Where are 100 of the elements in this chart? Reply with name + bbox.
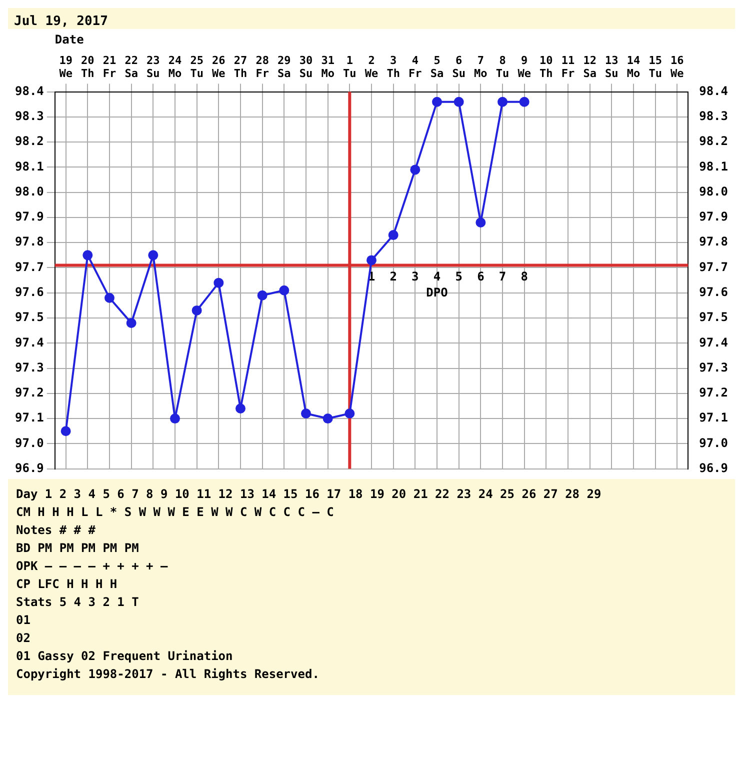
y2-tick-label: 98.4 xyxy=(699,84,728,98)
y-tick-label: 96.9 xyxy=(14,460,44,475)
point xyxy=(104,292,114,303)
y-tick-label: 98.0 xyxy=(14,184,44,198)
y2-tick-label: 97.1 xyxy=(699,410,728,425)
x-tick-label: 8 Tu xyxy=(496,54,510,80)
x-tick-label: 4 Fr xyxy=(408,54,422,80)
point xyxy=(126,318,136,328)
point xyxy=(235,403,246,414)
text: Day 1 2 3 4 5 6 7 8 9 10 11 12 13 14 15 16 17 18 19 20 21 22 23 24 25 26 27 28 29 xyxy=(16,486,602,503)
point xyxy=(410,164,420,175)
y2-tick-label: 98.1 xyxy=(699,159,728,174)
y2-tick-label: 97.6 xyxy=(699,284,728,299)
annotation: 7 xyxy=(498,269,506,284)
y-tick-label: 97.5 xyxy=(14,310,44,324)
point xyxy=(344,408,355,419)
point xyxy=(148,250,158,260)
y2-tick-label: 97.8 xyxy=(699,234,728,249)
y-tick-label: 97.4 xyxy=(14,335,44,350)
x-tick-label: 6 Su xyxy=(452,54,466,80)
text: Copyright 1998-2017 - All Rights Reserved. xyxy=(16,666,320,683)
x-tick-label: 28 Fr xyxy=(256,54,270,80)
y-tick-label: 97.7 xyxy=(14,260,44,274)
x-tick-label: 5 Sa xyxy=(430,54,444,80)
x-tick-label: 26 We xyxy=(212,54,226,80)
annotation: 6 xyxy=(477,269,484,284)
point xyxy=(432,96,442,107)
point xyxy=(257,290,268,300)
y-tick-label: 97.3 xyxy=(14,360,44,374)
x-tick-label: 14 Mo xyxy=(626,54,641,80)
y2-tick-label: 97.7 xyxy=(699,260,728,274)
point xyxy=(279,285,290,296)
point xyxy=(322,414,333,424)
x-tick-label: 9 We xyxy=(518,54,532,80)
x-tick-label: 23 Su xyxy=(146,54,160,80)
text: CP LFC H H H H xyxy=(16,576,118,593)
x-tick-label: 13 Su xyxy=(605,54,618,80)
y2-tick-label: 97.9 xyxy=(699,210,728,224)
y2-tick-label: 97.0 xyxy=(699,436,728,450)
x-tick-label: 12 Sa xyxy=(583,54,596,80)
text: CM H H H L L * S W W W E E W W C W C C C – C xyxy=(16,504,335,521)
x-tick-label: 20 Th xyxy=(81,54,94,80)
y2-tick-label: 97.2 xyxy=(699,386,728,400)
x-tick-label: 7 Mo xyxy=(474,54,488,80)
x-tick-label: 22 Sa xyxy=(124,54,138,80)
point xyxy=(498,96,508,107)
annotation: DPO xyxy=(426,285,448,300)
annotation: 3 xyxy=(412,269,419,284)
point xyxy=(192,305,202,316)
text: 01 Gassy 02 Frequent Urination xyxy=(16,648,234,665)
annotation: 2 xyxy=(390,269,397,284)
x-tick-label: 1 Tu xyxy=(343,54,356,80)
x-tick-label: 19 We xyxy=(59,54,73,80)
point xyxy=(300,408,311,419)
x-tick-label: 11 Fr xyxy=(561,54,576,80)
text: 01 xyxy=(16,612,32,629)
y-tick-label: 98.2 xyxy=(14,134,44,148)
point xyxy=(82,250,93,260)
annotation: 8 xyxy=(520,269,528,284)
annotation: 5 xyxy=(455,269,462,284)
x-tick-label: 29 Sa xyxy=(278,54,291,80)
point xyxy=(388,230,398,240)
chart-title: Jul 19, 2017 xyxy=(13,14,109,29)
y-tick-label: 97.1 xyxy=(14,410,44,425)
y2-tick-label: 98.3 xyxy=(699,109,728,124)
y-tick-label: 98.4 xyxy=(14,84,44,98)
x-tick-label: 2 We xyxy=(364,54,378,80)
x-tick-label: 27 Th xyxy=(234,54,248,80)
x-tick-label: 25 Tu xyxy=(190,54,204,80)
y-tick-label: 97.9 xyxy=(14,210,44,224)
x-axis-title: Date xyxy=(54,32,84,46)
point xyxy=(170,414,180,424)
text: Notes # # # xyxy=(16,522,96,539)
x-tick-label: 21 Fr xyxy=(102,54,116,80)
annotation: 4 xyxy=(433,269,441,284)
x-tick-label: 30 Su xyxy=(299,54,313,80)
point xyxy=(366,255,376,266)
text: OPK – – – – + + + + – xyxy=(16,558,169,575)
x-tick-label: 24 Mo xyxy=(168,54,182,80)
x-tick-label: 15 Tu xyxy=(648,54,662,80)
y2-tick-label: 96.9 xyxy=(699,460,728,475)
text: 02 xyxy=(16,630,32,647)
point xyxy=(60,426,71,436)
x-tick-label: 16 We xyxy=(670,54,684,80)
x-tick-label: 3 Th xyxy=(386,54,400,80)
y-tick-label: 98.3 xyxy=(14,109,44,124)
text: Stats 5 4 3 2 1 T xyxy=(16,594,140,611)
y-tick-label: 97.0 xyxy=(14,436,44,450)
y2-tick-label: 97.5 xyxy=(699,310,728,324)
y-tick-label: 98.1 xyxy=(14,159,44,174)
y2-tick-label: 98.2 xyxy=(699,134,728,148)
y-tick-label: 97.6 xyxy=(14,284,44,299)
point xyxy=(519,96,530,107)
y2-tick-label: 97.3 xyxy=(699,360,728,374)
point xyxy=(476,217,486,228)
y-tick-label: 97.8 xyxy=(14,234,44,249)
x-tick-label: 10 Th xyxy=(540,54,553,80)
y2-tick-label: 97.4 xyxy=(699,335,728,350)
text: BD PM PM PM PM PM xyxy=(16,540,140,557)
x-tick-label: 31 Mo xyxy=(321,54,335,80)
